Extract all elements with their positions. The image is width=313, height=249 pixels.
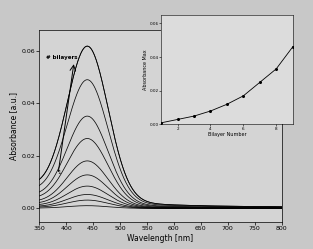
X-axis label: Wavelength [nm]: Wavelength [nm] <box>127 234 193 243</box>
Text: # bilayers: # bilayers <box>46 55 78 60</box>
X-axis label: Bilayer Number: Bilayer Number <box>208 132 246 137</box>
Text: 1: 1 <box>57 170 60 175</box>
Y-axis label: Absorbance Max: Absorbance Max <box>143 49 148 90</box>
Y-axis label: Absorbance [a.u.]: Absorbance [a.u.] <box>9 92 18 160</box>
